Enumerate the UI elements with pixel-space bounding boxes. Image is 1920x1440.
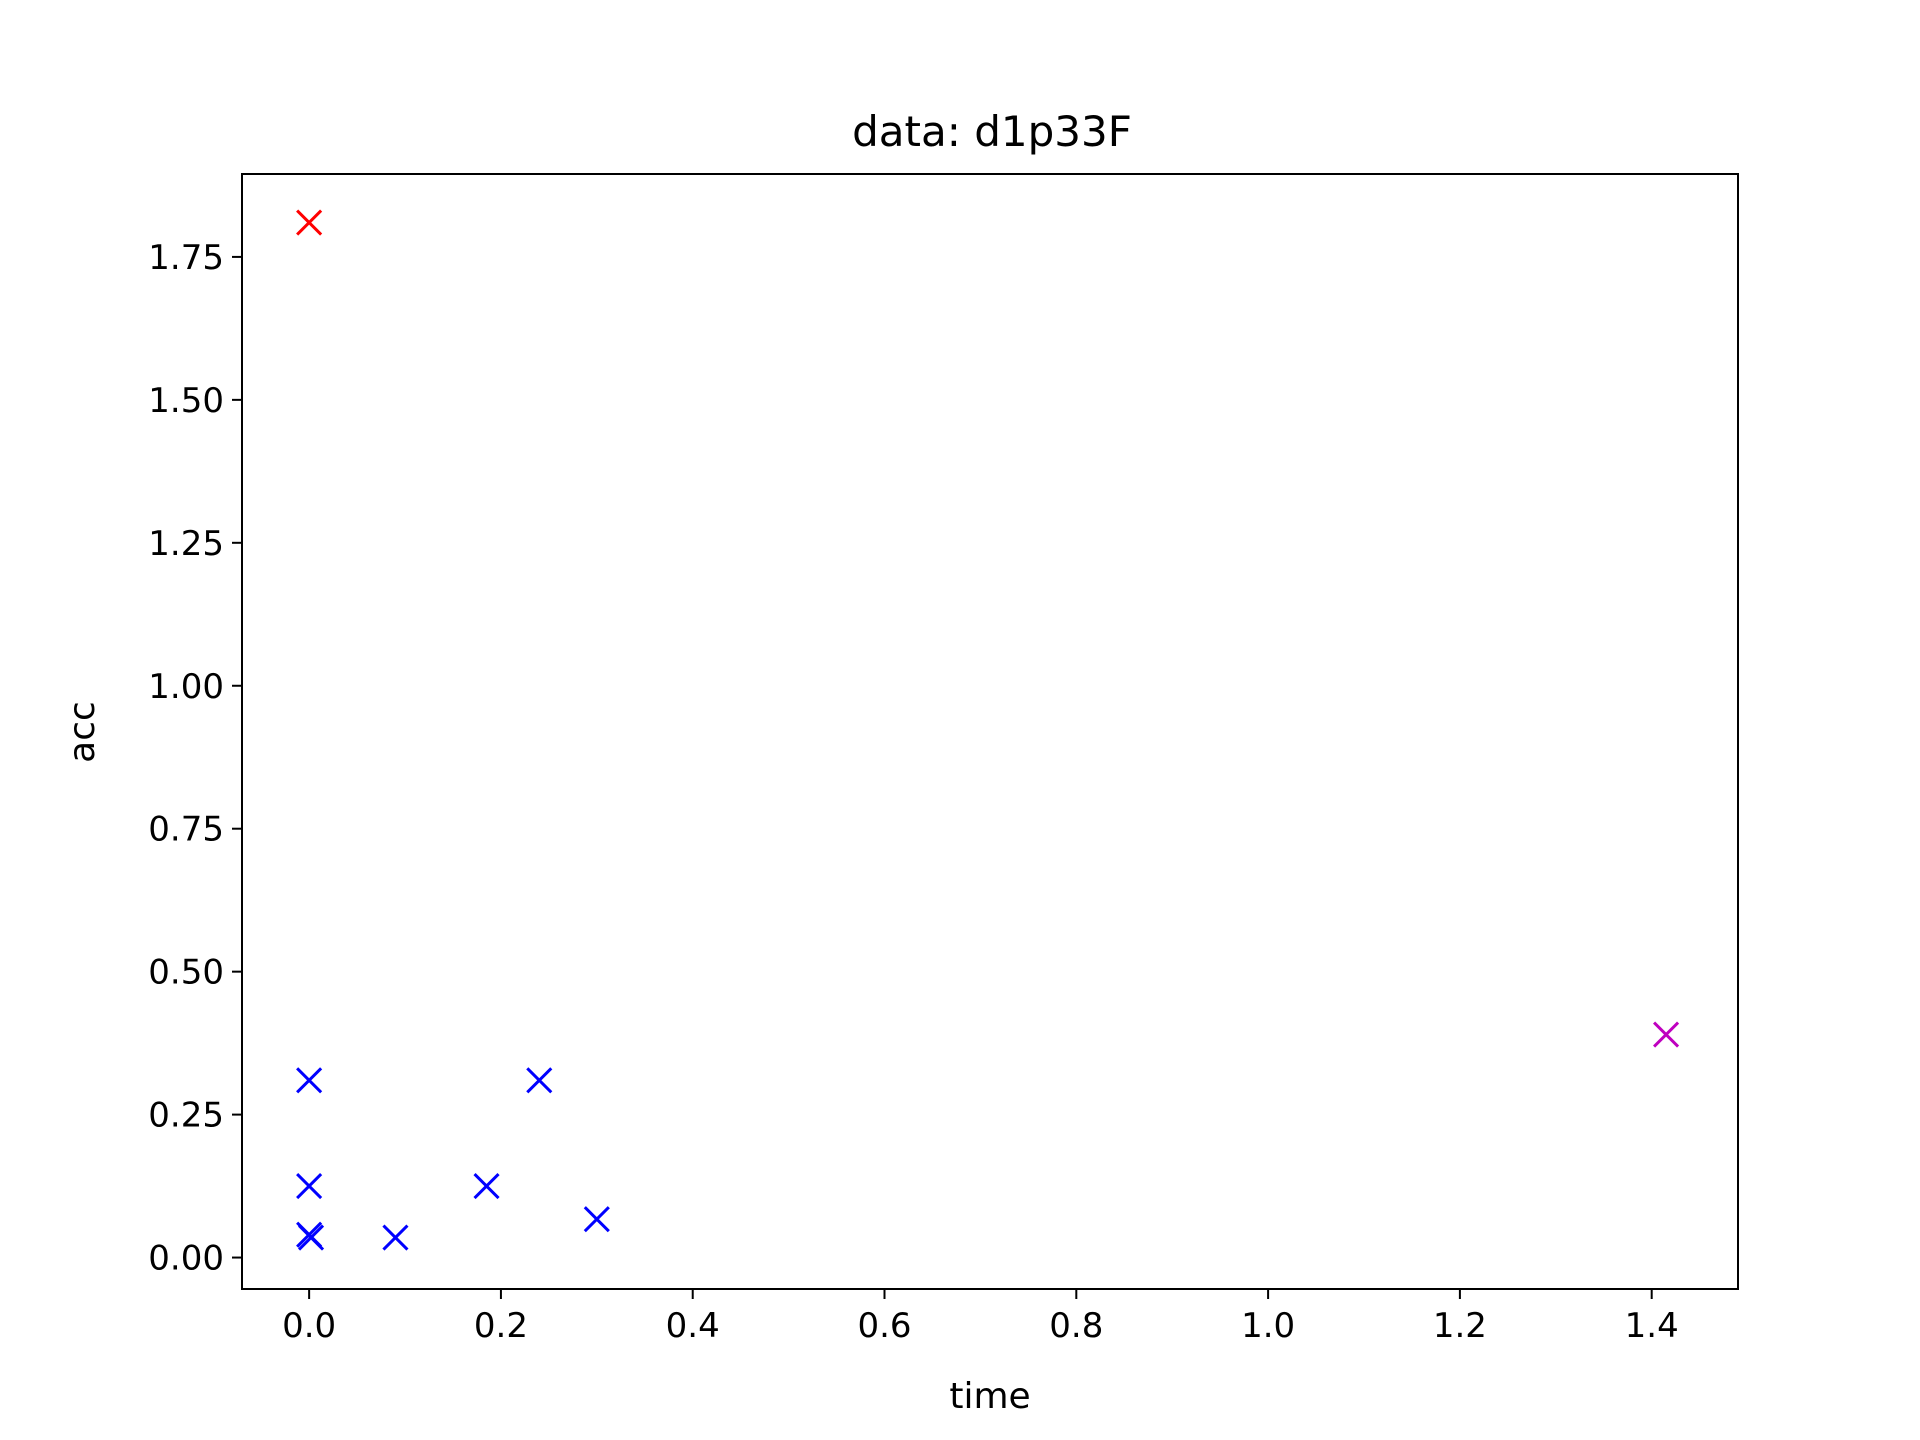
y-axis: 0.00 0.25 0.50 0.75 1.00 1.25 1.50 1.75: [148, 238, 242, 1279]
data-point-blue: [297, 1224, 325, 1251]
y-tick-label: 0.50: [148, 953, 224, 993]
plot-area: [296, 209, 1680, 1251]
y-tick-label: 0.25: [148, 1096, 224, 1136]
x-tick-label: 0.4: [666, 1306, 720, 1346]
data-point-blue: [526, 1067, 553, 1094]
x-tick-label: 0.8: [1049, 1306, 1103, 1346]
x-tick-label: 0.2: [474, 1306, 528, 1346]
x-tick-label: 0.6: [857, 1306, 911, 1346]
data-point-blue: [382, 1224, 409, 1251]
data-point-blue: [473, 1173, 500, 1200]
y-tick-label: 1.75: [148, 238, 224, 278]
chart-title: data: d1p33F: [852, 107, 1132, 156]
data-point-blue: [296, 1173, 323, 1200]
data-point-blue: [583, 1206, 610, 1233]
y-tick-label: 1.50: [148, 381, 224, 421]
y-tick-label: 1.00: [148, 667, 224, 707]
y-tick-label: 0.75: [148, 810, 224, 850]
y-axis-label: acc: [62, 701, 103, 763]
y-tick-label: 0.00: [148, 1239, 224, 1279]
x-axis: 0.0 0.2 0.4 0.6 0.8 1.0 1.2 1.4: [282, 1289, 1679, 1346]
data-point-red: [296, 209, 323, 236]
x-tick-label: 1.2: [1433, 1306, 1487, 1346]
x-tick-label: 0.0: [282, 1306, 336, 1346]
x-axis-label: time: [949, 1376, 1030, 1417]
x-tick-label: 1.0: [1241, 1306, 1295, 1346]
data-point-magenta: [1653, 1021, 1680, 1048]
y-tick-label: 1.25: [148, 524, 224, 564]
axes-frame: [241, 173, 1739, 1290]
data-point-blue: [296, 1067, 323, 1094]
x-tick-label: 1.4: [1625, 1306, 1679, 1346]
